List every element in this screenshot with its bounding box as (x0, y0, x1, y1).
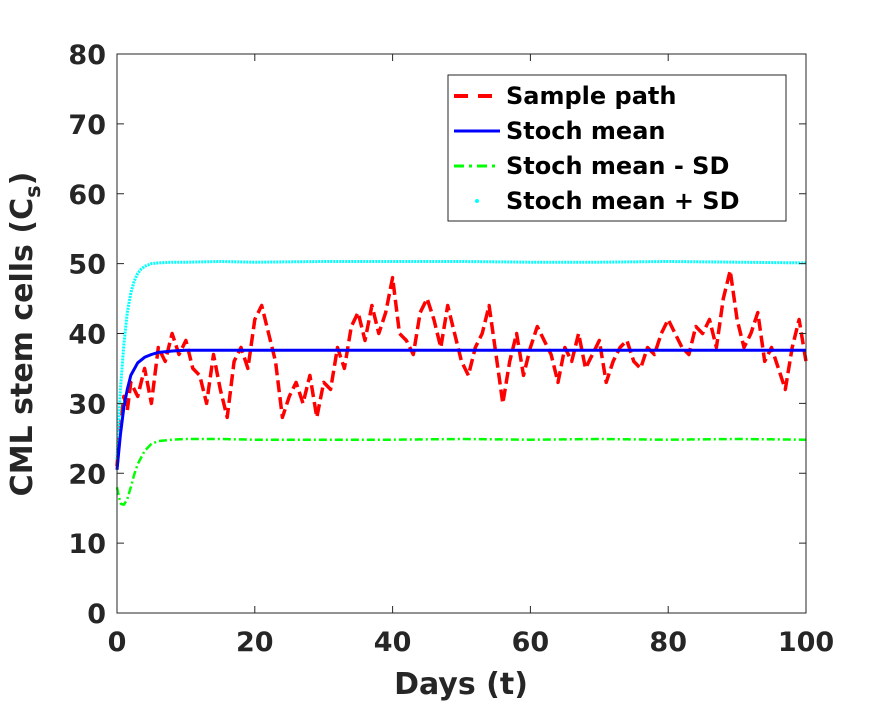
y-tick-label: 40 (68, 320, 106, 351)
legend-box (447, 74, 787, 222)
legend-label-sample-path: Sample path (506, 82, 676, 110)
series-layer (115, 260, 808, 506)
legend-swatch-stoch-mean-plus-sd (475, 199, 479, 203)
x-tick-label: 0 (108, 627, 127, 658)
series-sample-path-line (115, 268, 808, 467)
y-tick-label: 50 (68, 250, 106, 281)
y-axis-label-close: ) (5, 172, 40, 186)
x-tick-label: 60 (512, 627, 550, 658)
legend-label-stoch-mean: Stoch mean (506, 117, 665, 145)
y-tick-label: 80 (68, 40, 106, 71)
legend-label-stoch-mean-minus-sd: Stoch mean - SD (506, 152, 729, 180)
x-axis-label: Days (t) (394, 667, 528, 702)
y-tick-label: 60 (68, 180, 106, 211)
x-tick-label: 20 (236, 627, 274, 658)
y-tick-label: 20 (68, 459, 106, 490)
y-tick-label: 70 (68, 110, 106, 141)
series-stoch-mean-line (115, 348, 806, 470)
x-tick-label: 80 (649, 627, 687, 658)
x-tick-label: 40 (374, 627, 412, 658)
y-tick-label: 30 (68, 389, 106, 420)
legend-label-stoch-mean-plus-sd: Stoch mean + SD (506, 187, 740, 215)
series-stoch-mean-plus-sd-line (115, 260, 807, 460)
tick-layer: 0 20 40 60 80 100 0 10 20 30 40 50 60 70 80 (68, 40, 834, 658)
x-tick-label: 100 (778, 627, 834, 658)
legend: Sample path Stoch mean Stoch mean - SD S… (447, 74, 787, 222)
y-tick-label: 10 (68, 529, 106, 560)
y-axis-label-main: CML stem cells (C (5, 198, 40, 496)
y-axis-label: CML stem cells (Cs) (5, 172, 45, 497)
y-tick-label: 0 (87, 599, 106, 630)
y-axis-label-subscript: s (21, 185, 45, 198)
